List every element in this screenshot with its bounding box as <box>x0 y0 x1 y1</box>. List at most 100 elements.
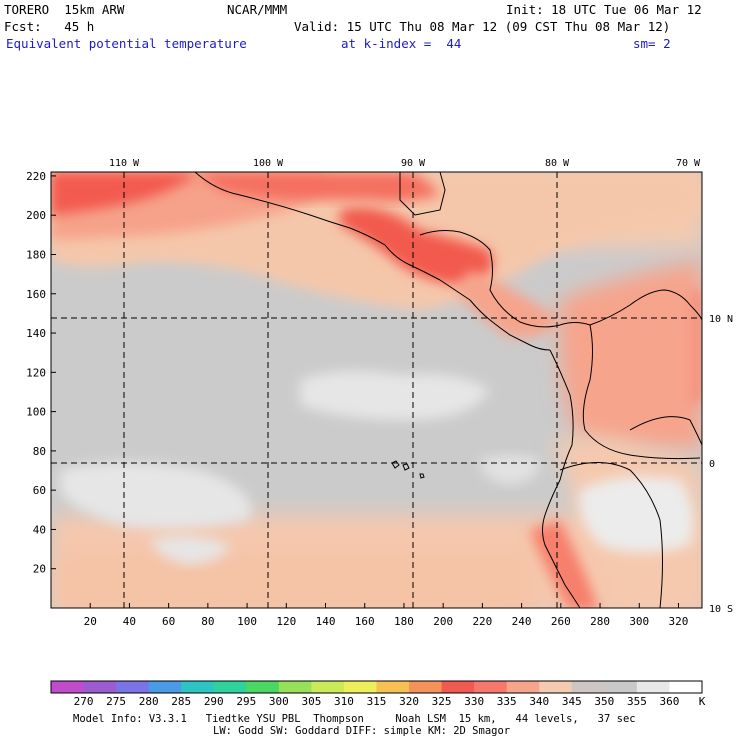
colorbar-swatch <box>669 681 703 693</box>
colorbar-swatch <box>571 681 605 693</box>
y-tick-label: 120 <box>26 366 46 379</box>
galapagos-1 <box>391 460 400 469</box>
colorbar: 270 275 280 285 290 295 300 305 310 315 320 325 330 3… <box>50 680 706 708</box>
colorbar-swatch <box>213 681 247 693</box>
colorbar-swatch <box>376 681 410 693</box>
colombia-coast <box>559 289 702 326</box>
colorbar-label: 270 <box>74 695 94 708</box>
longitude-labels: 110 W 100 W 90 W 80 W 70 W <box>109 158 701 169</box>
galapagos-2 <box>402 463 410 471</box>
x-tick-label: 140 <box>316 615 336 628</box>
colorbar-swatch <box>246 681 280 693</box>
x-axis: 20 40 60 80 100 120 140 160 180 200 220 240 260 280 30… <box>84 603 688 628</box>
colorbar-label: 295 <box>236 695 256 708</box>
y-tick-label: 180 <box>26 248 46 261</box>
colorbar-swatch <box>539 681 573 693</box>
valid-time: Valid: 15 UTC Thu 08 Mar 12 (09 CST Thu … <box>294 19 671 34</box>
colorbar-swatch <box>474 681 508 693</box>
longitude-label: 110 W <box>109 158 140 169</box>
x-tick-label: 200 <box>433 615 453 628</box>
init-time: Init: 18 UTC Tue 06 Mar 12 <box>506 2 702 17</box>
field-north-red <box>51 172 200 215</box>
x-tick-label: 220 <box>472 615 492 628</box>
colorbar-label: 350 <box>594 695 614 708</box>
colorbar-swatch <box>278 681 312 693</box>
colorbar-label: 320 <box>399 695 419 708</box>
colorbar-label: 330 <box>464 695 484 708</box>
colorbar-label: 355 <box>627 695 647 708</box>
longitude-label: 90 W <box>401 158 426 169</box>
colorbar-label: 360 <box>660 695 680 708</box>
colorbar-swatch <box>506 681 540 693</box>
field-peru-coast <box>530 520 600 608</box>
y-tick-label: 160 <box>26 288 46 301</box>
x-tick-label: 260 <box>551 615 571 628</box>
mexico-coast <box>194 172 441 281</box>
colorbar-label: 325 <box>432 695 452 708</box>
colorbar-label: 315 <box>367 695 387 708</box>
smoothing-info: sm= 2 <box>633 36 671 51</box>
latitude-label: 10 N <box>709 314 733 325</box>
colorbar-label: 300 <box>269 695 289 708</box>
colorbar-swatch <box>116 681 150 693</box>
field-name: Equivalent potential temperature <box>6 36 247 51</box>
colorbar-label: 335 <box>497 695 517 708</box>
center-name: NCAR/MMM <box>227 2 288 17</box>
colorbar-swatch <box>636 681 670 693</box>
y-tick-label: 40 <box>33 523 46 536</box>
field-central-america-red <box>340 207 493 285</box>
y-tick-label: 60 <box>33 484 46 497</box>
latitude-labels: 10 N 0 10 S <box>709 314 733 615</box>
longitude-label: 80 W <box>545 158 570 169</box>
colorbar-swatch <box>83 681 117 693</box>
colorbar-swatch <box>409 681 443 693</box>
colorbar-swatch <box>181 681 215 693</box>
colorbar-label: 280 <box>139 695 159 708</box>
x-tick-label: 100 <box>237 615 257 628</box>
x-tick-label: 280 <box>590 615 610 628</box>
y-tick-label: 20 <box>33 563 46 576</box>
caribbean-coast <box>419 230 561 328</box>
x-tick-label: 60 <box>162 615 175 628</box>
latitude-label: 0 <box>709 459 715 470</box>
lat-lon-grid <box>51 172 702 608</box>
colorbar-swatch <box>343 681 377 693</box>
central-america-coast <box>439 279 551 351</box>
colorbar-swatch <box>604 681 638 693</box>
south-america-pacific-coast <box>542 349 581 608</box>
yucatan-coast <box>399 172 446 216</box>
interior-border-3 <box>629 416 702 446</box>
x-tick-label: 80 <box>201 615 214 628</box>
colorbar-swatch <box>311 681 345 693</box>
field-panama-pink <box>455 270 560 338</box>
colorbar-swatch <box>441 681 475 693</box>
colorbar-label: 345 <box>562 695 582 708</box>
latitude-label: 10 S <box>709 604 733 615</box>
y-tick-label: 100 <box>26 406 46 419</box>
y-tick-label: 200 <box>26 209 46 222</box>
x-tick-label: 120 <box>276 615 296 628</box>
x-tick-label: 180 <box>394 615 414 628</box>
colorbar-unit: K <box>699 695 706 708</box>
longitude-label: 70 W <box>676 158 701 169</box>
colorbar-label: 340 <box>529 695 549 708</box>
colorbar-label: 290 <box>204 695 224 708</box>
y-axis: 20 40 60 80 100 120 140 160 180 200 220 <box>26 170 56 576</box>
x-tick-label: 160 <box>355 615 375 628</box>
level-info: at k-index = 44 <box>341 36 462 51</box>
map-frame <box>50 171 703 609</box>
colorbar-label: 275 <box>106 695 126 708</box>
colorbar-label: 285 <box>171 695 191 708</box>
model-info-line-1: Model Info: V3.3.1 Tiedtke YSU PBL Thomp… <box>73 713 636 725</box>
colorbar-frame <box>50 680 703 694</box>
galapagos-3 <box>419 473 425 479</box>
y-tick-label: 140 <box>26 327 46 340</box>
x-tick-label: 240 <box>512 615 532 628</box>
x-tick-label: 40 <box>123 615 136 628</box>
field-south-core <box>60 555 530 608</box>
field-white-patch-2 <box>60 462 252 529</box>
model-name: TORERO 15km ARW <box>4 2 125 17</box>
x-tick-label: 300 <box>629 615 649 628</box>
colorbar-label: 305 <box>301 695 321 708</box>
